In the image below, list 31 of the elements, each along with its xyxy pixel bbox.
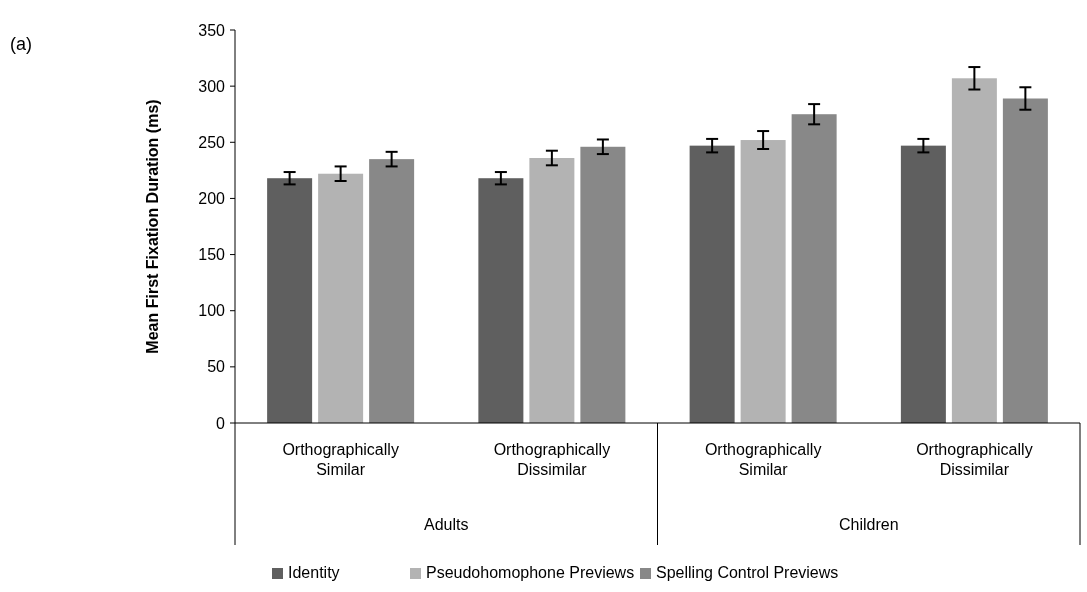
x-tick-label: Orthographically Dissimilar: [916, 441, 1033, 478]
legend-label: Spelling Control Previews: [656, 564, 839, 581]
bar: [791, 114, 837, 423]
bar: [529, 158, 575, 423]
bar: [689, 145, 735, 423]
y-tick-label: 50: [207, 358, 226, 376]
y-tick-label: 250: [198, 133, 226, 151]
legend-label: Identity: [288, 564, 340, 581]
x-tick-label: Orthographically Similar: [704, 441, 822, 478]
legend-label: Pseudohomophone Previews: [426, 564, 635, 581]
bar: [478, 178, 524, 423]
bar: [900, 145, 946, 423]
bar: [1002, 98, 1048, 423]
bar: [318, 173, 364, 423]
y-tick-label: 0: [216, 414, 226, 432]
text: Children: [838, 516, 899, 533]
y-tick-label: 150: [198, 246, 226, 264]
bar: [580, 146, 626, 423]
bar: [369, 159, 415, 423]
text: Adults: [424, 516, 469, 533]
y-tick-label: 350: [198, 21, 226, 39]
text: (a): [10, 34, 32, 54]
x-tick-label: Orthographically Similar: [282, 441, 399, 478]
y-tick-label: 300: [198, 77, 226, 95]
bar: [951, 78, 997, 423]
y-tick-label: 200: [198, 190, 226, 208]
y-axis-title: Mean First Fixation Duration (ms): [144, 99, 161, 354]
bar: [740, 140, 786, 423]
bar: [267, 178, 313, 423]
x-tick-label: Orthographically Dissimilar: [493, 441, 611, 478]
y-tick-label: 100: [198, 302, 226, 320]
